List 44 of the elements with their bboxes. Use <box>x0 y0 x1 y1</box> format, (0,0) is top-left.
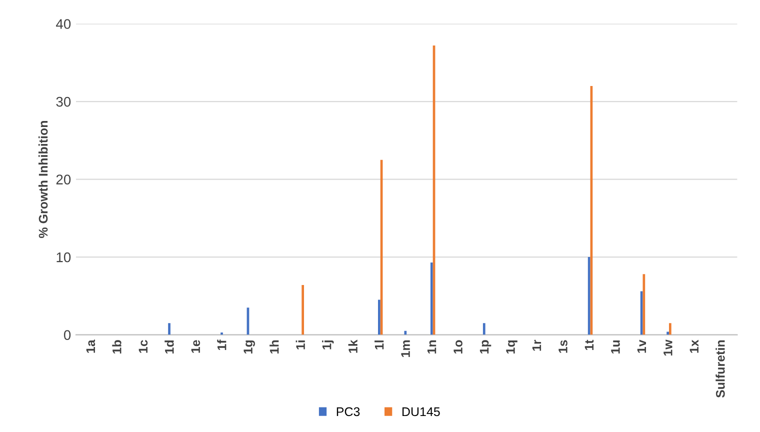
y-tick-label: 0 <box>64 330 71 340</box>
y-axis-title: % Growth Inhibition <box>38 121 48 238</box>
x-tick-label: 1r <box>532 340 542 351</box>
bar <box>404 330 407 335</box>
x-tick-label: 1g <box>244 340 255 354</box>
bar <box>482 323 486 335</box>
legend-label: DU145 <box>402 407 440 416</box>
bar <box>666 332 669 335</box>
bar <box>668 323 672 335</box>
bar <box>378 300 380 335</box>
x-tick-label: 1v <box>637 340 646 353</box>
x-tick-label: 1l <box>374 340 384 350</box>
x-tick-label: 1t <box>584 340 594 350</box>
x-tick-label: 1m <box>401 340 410 357</box>
x-tick-label: 1k <box>348 340 358 353</box>
x-tick-label: 1c <box>138 340 148 353</box>
x-tick-label: 1o <box>454 340 462 354</box>
x-tick-label: 1p <box>480 340 492 354</box>
y-tick-label: 20 <box>56 174 71 184</box>
x-tick-label: 1h <box>270 340 279 354</box>
x-tick-label: 1b <box>112 340 122 354</box>
x-tick-label: 1w <box>664 340 672 356</box>
bar <box>302 285 304 335</box>
y-tick-label: 30 <box>56 96 71 107</box>
x-tick-label: 1s <box>558 340 568 353</box>
x-tick-label: 1e <box>191 340 200 353</box>
x-tick-label: 1f <box>217 340 226 350</box>
x-tick-label: 1d <box>164 340 174 354</box>
bar <box>588 257 590 335</box>
bar <box>642 274 646 335</box>
legend-label: PC3 <box>336 407 360 416</box>
x-tick-label: 1i <box>296 340 305 350</box>
y-tick-label: 40 <box>56 19 71 29</box>
bar <box>168 323 170 335</box>
x-tick-label: Sulfuretin <box>716 340 725 398</box>
y-tick-label: 10 <box>56 252 71 262</box>
x-tick-label: 1j <box>322 340 334 350</box>
x-tick-label: 1u <box>611 340 620 354</box>
x-tick-label: 1a <box>86 340 96 353</box>
bar <box>220 332 223 335</box>
x-tick-label: 1x <box>690 340 698 353</box>
x-tick-label: 1n <box>427 340 436 354</box>
x-tick-label: 1q <box>506 340 518 354</box>
bar <box>430 262 433 335</box>
